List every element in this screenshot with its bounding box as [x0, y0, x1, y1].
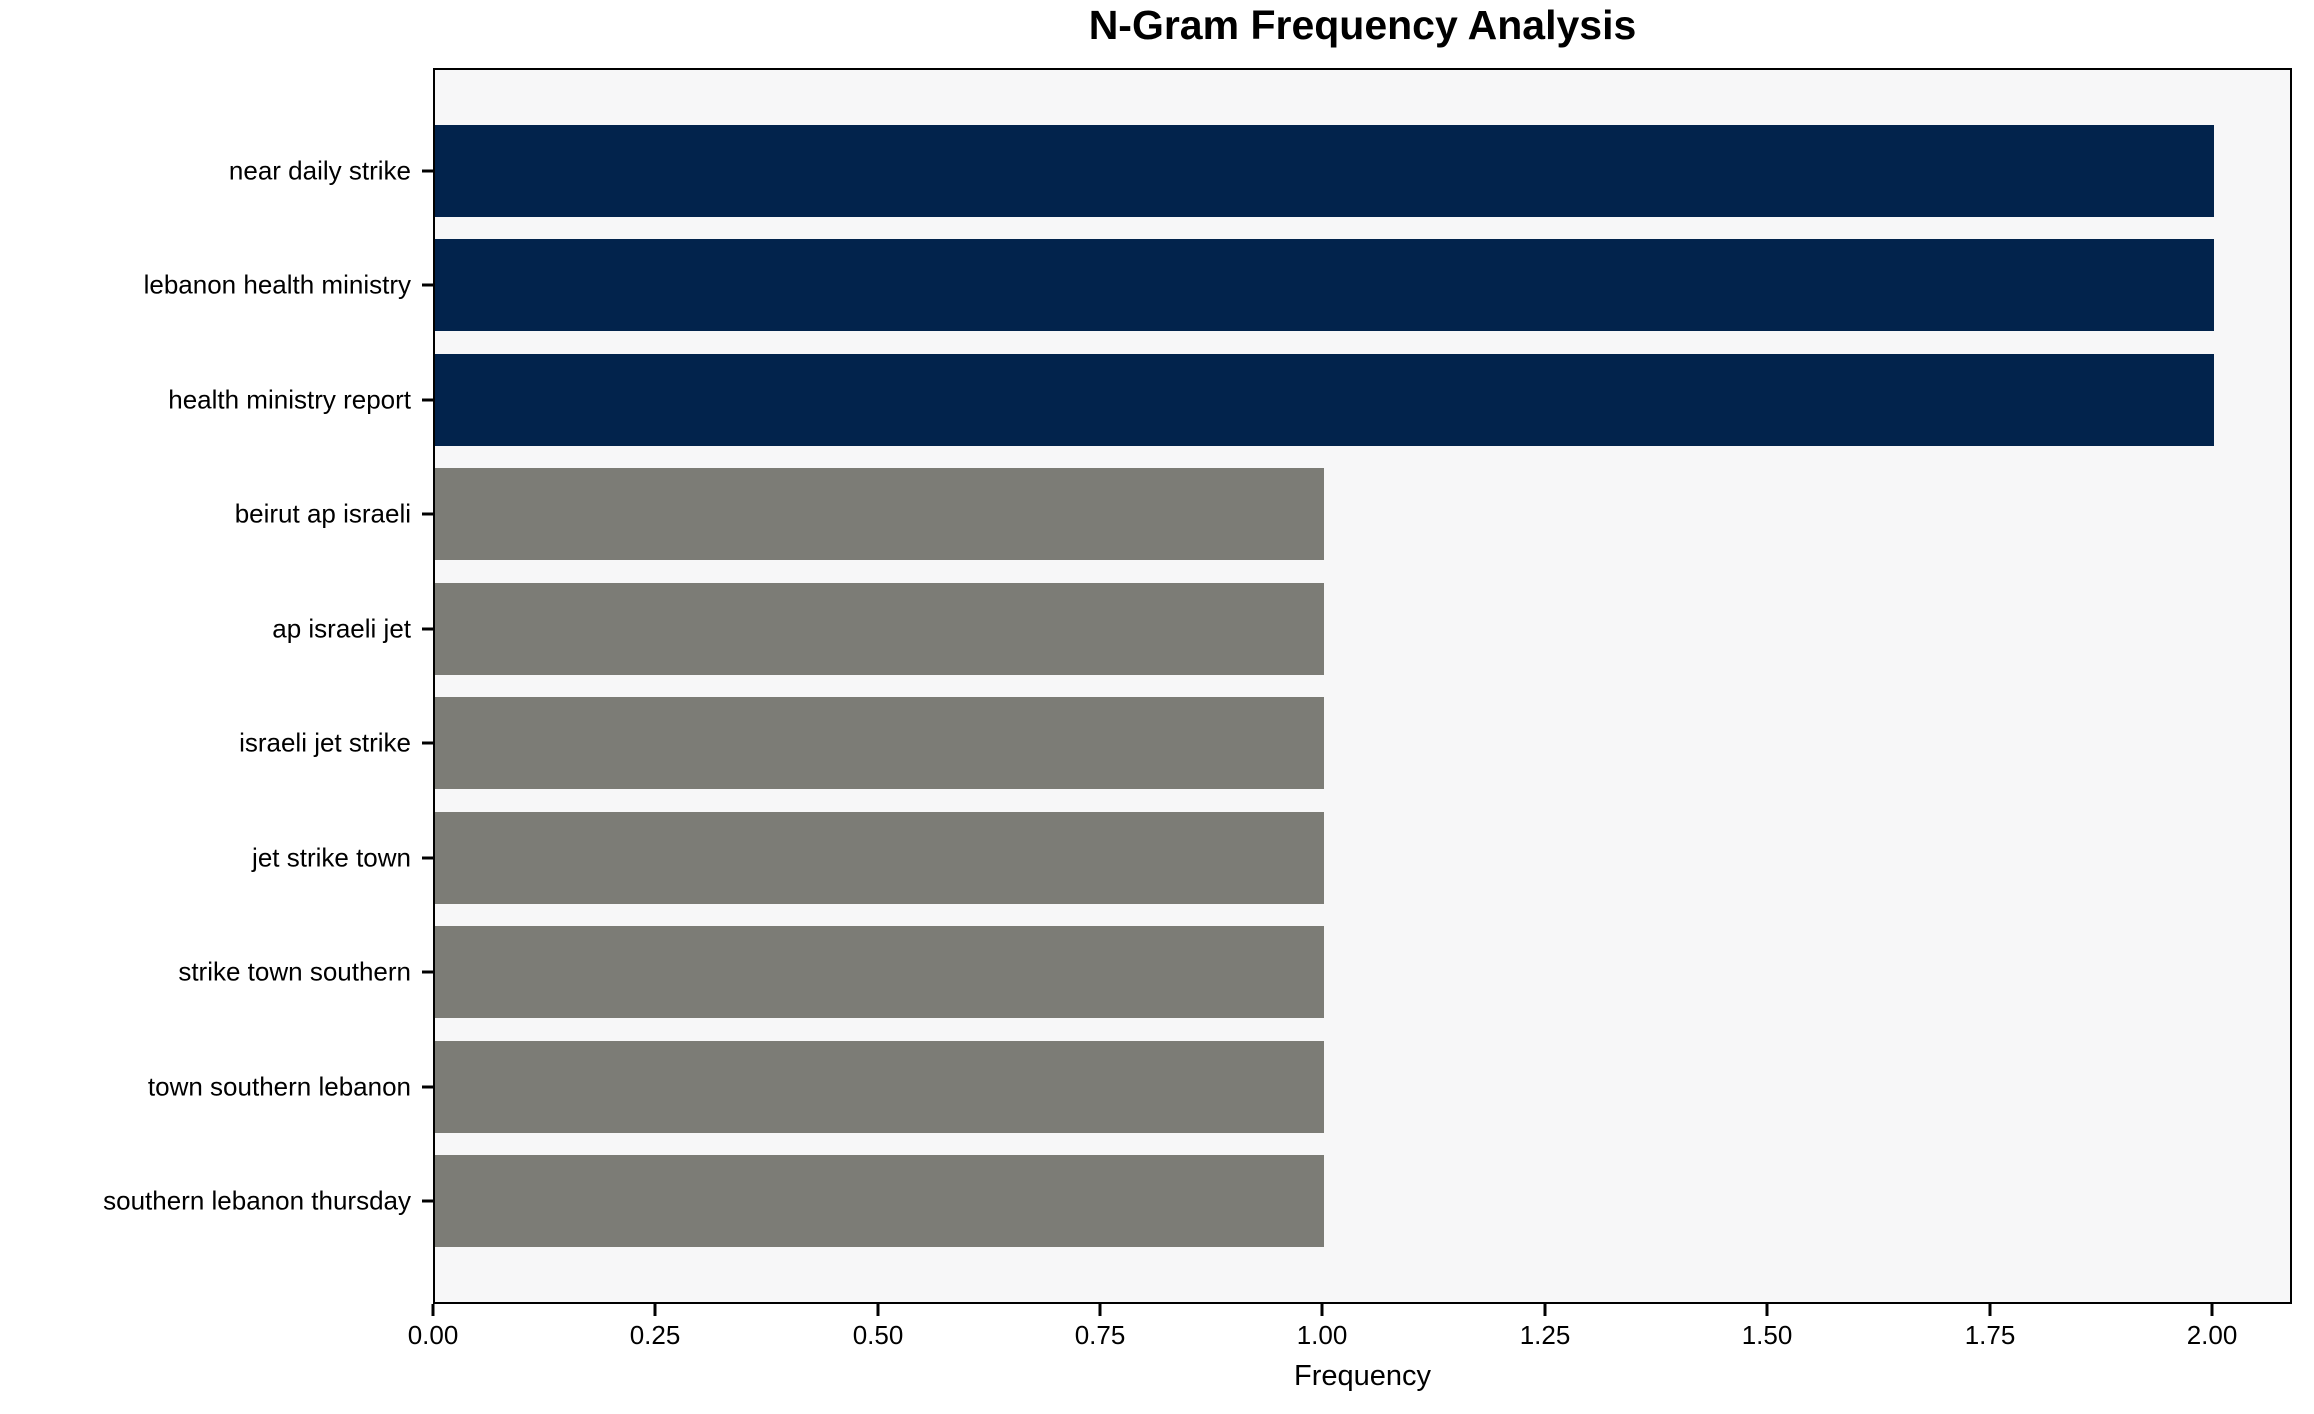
x-tick-mark [1098, 1304, 1102, 1316]
x-tick-mark [431, 1304, 435, 1316]
y-tick-label: beirut ap israeli [234, 498, 411, 529]
x-tick-label: 0.25 [629, 1320, 681, 1350]
y-tick-label: ap israeli jet [272, 613, 411, 644]
bar [435, 1041, 1324, 1133]
x-tick-label: 1.75 [1964, 1320, 2016, 1350]
bar [435, 812, 1324, 904]
x-tick-label: 0.50 [852, 1320, 904, 1350]
y-tick-label: lebanon health ministry [143, 269, 411, 300]
y-tick-label: southern lebanon thursday [103, 1185, 411, 1216]
bar [435, 926, 1324, 1018]
x-tick-mark [2210, 1304, 2214, 1316]
bar [435, 468, 1324, 560]
bar [435, 583, 1324, 675]
y-tick-label: jet strike town [252, 842, 411, 873]
x-tick-label: 1.00 [1296, 1320, 1348, 1350]
y-tick-mark [422, 856, 433, 860]
y-tick-label: strike town southern [178, 956, 411, 987]
plot-area [433, 68, 2292, 1304]
y-tick-mark [422, 627, 433, 631]
y-tick-mark [422, 283, 433, 287]
x-tick-mark [876, 1304, 880, 1316]
x-tick-label: 2.00 [2186, 1320, 2238, 1350]
y-tick-mark [422, 398, 433, 402]
x-tick-mark [1765, 1304, 1769, 1316]
y-tick-label: town southern lebanon [147, 1071, 411, 1102]
x-tick-label: 1.25 [1519, 1320, 1571, 1350]
y-tick-label: health ministry report [168, 384, 411, 415]
y-tick-mark [422, 512, 433, 516]
x-tick-label: 0.00 [407, 1320, 459, 1350]
x-tick-mark [653, 1304, 657, 1316]
y-tick-mark [422, 970, 433, 974]
bar [435, 239, 2214, 331]
y-tick-label: israeli jet strike [239, 727, 411, 758]
bar [435, 697, 1324, 789]
x-tick-label: 1.50 [1741, 1320, 1793, 1350]
bar [435, 354, 2214, 446]
x-tick-mark [1988, 1304, 1992, 1316]
x-tick-mark [1320, 1304, 1324, 1316]
x-axis-label: Frequency [1293, 1360, 1431, 1392]
y-tick-mark [422, 1085, 433, 1089]
y-tick-mark [422, 169, 433, 173]
x-tick-label: 0.75 [1074, 1320, 1126, 1350]
bar [435, 1155, 1324, 1247]
y-tick-mark [422, 1199, 433, 1203]
y-tick-mark [422, 741, 433, 745]
x-tick-mark [1543, 1304, 1547, 1316]
bar [435, 125, 2214, 217]
y-tick-label: near daily strike [228, 155, 411, 186]
chart-title: N-Gram Frequency Analysis [1088, 2, 1637, 48]
